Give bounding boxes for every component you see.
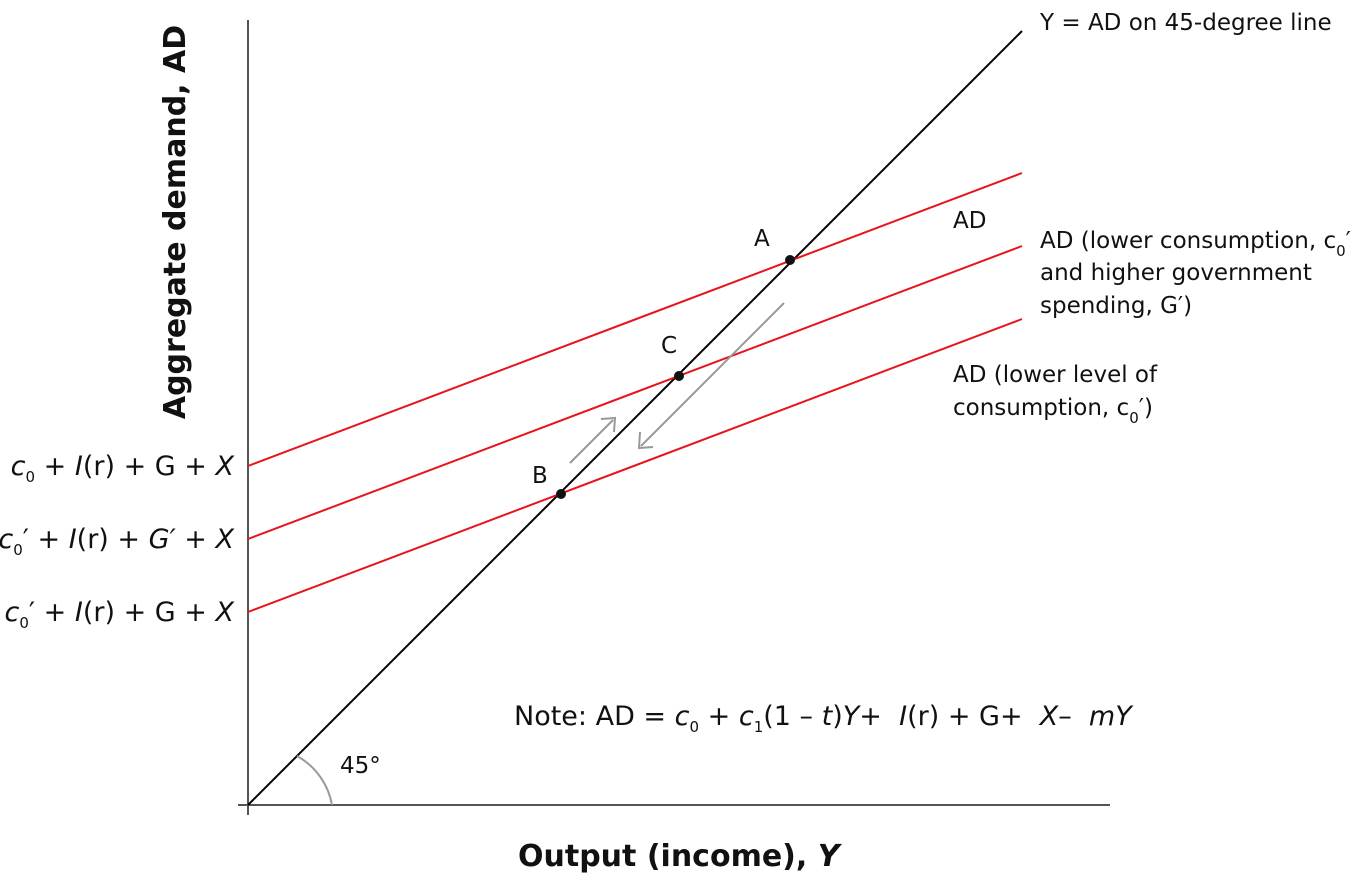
x-axis-label: Output (income), Y bbox=[518, 839, 843, 874]
x-axis-label-text: Output (income), bbox=[518, 839, 807, 874]
int-top-x: X bbox=[214, 451, 235, 482]
note-open: (1 – bbox=[763, 701, 821, 732]
note-c1: c bbox=[739, 701, 754, 732]
angle-label: 45° bbox=[340, 753, 381, 779]
note-my: mY bbox=[1089, 701, 1134, 732]
note-r: (r) bbox=[907, 701, 939, 732]
int-mid-x: X bbox=[214, 524, 235, 555]
intercept-mid-label: c0′ + I(r) + G′ + X bbox=[0, 524, 235, 559]
int-low-g: + G + bbox=[115, 597, 216, 628]
int-mid-r: (r) bbox=[77, 524, 109, 555]
intercept-low-label: c0′ + I(r) + G + X bbox=[5, 597, 235, 632]
ad-low-label-text: consumption, c bbox=[953, 395, 1129, 421]
int-low-i: I bbox=[75, 597, 83, 628]
arrow-up-along-guide bbox=[569, 416, 617, 464]
note-prefix: Note: AD = bbox=[514, 701, 675, 732]
angle-arc bbox=[296, 755, 333, 806]
int-top-sub: 0 bbox=[26, 468, 36, 486]
ad-line-top bbox=[247, 172, 1023, 467]
y-axis-label: Aggregate demand, AD bbox=[158, 25, 193, 419]
int-low-sub: 0 bbox=[19, 614, 29, 632]
point-b-label: B bbox=[532, 463, 548, 489]
ad-mid-label-line3: spending, G′) bbox=[1040, 293, 1192, 319]
ad-mid-label-sub: 0 bbox=[1336, 242, 1346, 260]
x-axis-label-var: Y bbox=[818, 839, 843, 874]
ad-low-label-sub: 0 bbox=[1129, 409, 1139, 427]
int-mid-sub: 0 bbox=[13, 541, 23, 559]
guide-45-label: Y = AD on 45-degree line bbox=[1039, 10, 1332, 36]
note-y: Y bbox=[843, 701, 862, 732]
ad-mid-label-text: AD (lower consumption, c bbox=[1040, 228, 1336, 254]
int-low-x: X bbox=[214, 597, 235, 628]
ad-mid-label-line2: and higher government bbox=[1040, 260, 1312, 286]
note-i: I bbox=[899, 701, 907, 732]
ad-line-mid bbox=[247, 245, 1023, 540]
int-low-prime: ′ bbox=[29, 597, 35, 628]
int-mid-c: c bbox=[0, 524, 13, 555]
note-plus: + bbox=[699, 701, 739, 732]
int-mid-plus3: + bbox=[176, 524, 216, 555]
int-mid-plus: + bbox=[29, 524, 69, 555]
int-top-g: + G + bbox=[115, 451, 216, 482]
note-close: ) bbox=[832, 701, 843, 732]
ad-mid-label-prime: ′ bbox=[1346, 228, 1351, 254]
point-a-label: A bbox=[754, 226, 770, 252]
int-mid-prime: ′ bbox=[23, 524, 29, 555]
point-a-marker bbox=[785, 255, 795, 265]
ad-line-low bbox=[247, 318, 1023, 613]
ad-low-label-line2: consumption, c0′) bbox=[953, 395, 1153, 427]
int-top-r: (r) bbox=[83, 451, 115, 482]
int-mid-i: I bbox=[69, 524, 77, 555]
int-top-c: c bbox=[11, 451, 26, 482]
int-low-r: (r) bbox=[83, 597, 115, 628]
int-mid-plus2: + bbox=[109, 524, 149, 555]
note-x: X bbox=[1038, 701, 1059, 732]
note-c0: c bbox=[675, 701, 690, 732]
point-c-marker bbox=[674, 371, 684, 381]
arrow-down-along-guide bbox=[637, 302, 785, 450]
guide-45-line bbox=[247, 30, 1023, 806]
note-minus: – bbox=[1058, 701, 1089, 732]
ad-low-label-line1: AD (lower level of bbox=[953, 362, 1158, 388]
ad-low-label-close: ′) bbox=[1139, 395, 1153, 421]
note-sub1: 1 bbox=[754, 718, 764, 736]
intercept-top-label: c0 + I(r) + G + X bbox=[11, 451, 235, 486]
note-sub0: 0 bbox=[690, 718, 700, 736]
note-formula: Note: AD = c0 + c1(1 – t)Y+ I(r) + G+ X–… bbox=[514, 701, 1134, 736]
x-axis-label-space bbox=[807, 839, 817, 874]
int-top-plus: + bbox=[35, 451, 75, 482]
point-b-marker bbox=[556, 489, 566, 499]
int-low-plus: + bbox=[35, 597, 75, 628]
point-c-label: C bbox=[661, 333, 677, 359]
int-mid-g: G′ bbox=[149, 524, 176, 555]
ad-mid-label-line1: AD (lower consumption, c0′ bbox=[1040, 228, 1351, 260]
int-top-i: I bbox=[75, 451, 83, 482]
ad-top-label: AD bbox=[953, 208, 986, 234]
int-low-c: c bbox=[5, 597, 20, 628]
note-t: t bbox=[822, 701, 834, 732]
note-g: + G+ bbox=[939, 701, 1040, 732]
note-plus2: + bbox=[859, 701, 899, 732]
